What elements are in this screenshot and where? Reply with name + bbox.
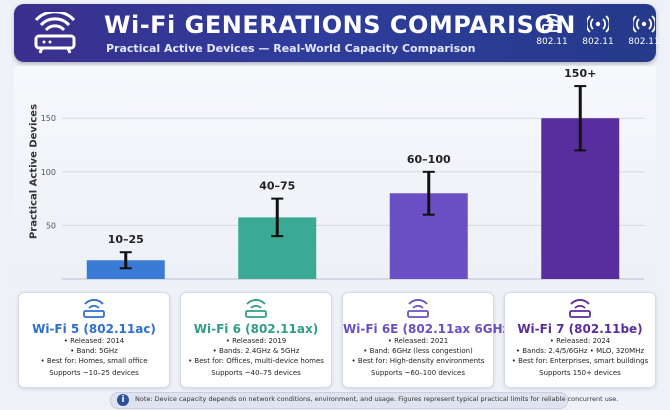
bar (86, 260, 165, 279)
data-label: 40–75 (259, 180, 295, 193)
standard-label-1: 802.11 (536, 37, 568, 47)
data-label: 60–100 (407, 153, 451, 166)
card-best-for: • Best for: High-density environments (351, 357, 485, 365)
y-tick-label: 150 (41, 114, 56, 123)
y-axis-label: Practical Active Devices (28, 103, 40, 240)
header-banner: Wi-Fi GENERATIONS COMPARISON Practical A… (14, 4, 660, 62)
router-icon (83, 299, 105, 318)
card-best-for: • Best for: Homes, small office (40, 357, 148, 365)
card-released: • Released: 2024 (549, 337, 611, 345)
router-icon (542, 14, 562, 32)
card-wifi-5: Wi-Fi 5 (802.11ac) • Released: 2014 • Ba… (18, 292, 170, 388)
card-support: Supports ~40–75 devices (211, 369, 301, 377)
data-label: 150+ (564, 67, 596, 80)
card-title: Wi-Fi 6E (802.11ax 6GHz) (343, 322, 516, 336)
standard-label-3: 802.11 (628, 37, 660, 47)
card-released: • Released: 2021 (387, 337, 449, 345)
footnote-text: Note: Device capacity depends on network… (135, 395, 619, 403)
router-logo-icon (34, 12, 76, 54)
page-subtitle: Practical Active Devices — Real-World Ca… (106, 42, 476, 55)
router-icon (245, 299, 267, 318)
card-title: Wi-Fi 6 (802.11ax) (193, 322, 319, 336)
card-wifi-6: Wi-Fi 6 (802.11ax) • Released: 2019 • Ba… (180, 292, 332, 388)
card-band: • Band: 5GHz (70, 347, 118, 355)
card-title: Wi-Fi 5 (802.11ac) (32, 322, 156, 336)
card-support: Supports ~60–100 devices (370, 369, 466, 377)
page-title: Wi-Fi GENERATIONS COMPARISON (104, 11, 576, 39)
router-icon (407, 299, 429, 318)
card-support: Supports 150+ devices (539, 369, 621, 377)
standard-router: 802.11 (534, 14, 570, 47)
card-support: Supports ~10–25 devices (49, 369, 139, 377)
card-wifi-7: Wi-Fi 7 (802.11be) • Released: 2024 • Ba… (504, 292, 656, 388)
standard-label-2: 802.11 (582, 37, 614, 47)
card-wifi-6e: Wi-Fi 6E (802.11ax 6GHz) • Released: 202… (342, 292, 516, 388)
generation-cards: Wi-Fi 5 (802.11ac) • Released: 2014 • Ba… (18, 292, 656, 388)
standard-wifi-b: 802.11 (626, 14, 662, 47)
standard-wifi-a: 802.11 (580, 14, 616, 47)
card-band: • Band: 6GHz (less congestion) (363, 347, 473, 355)
standard-icons: 802.11 802.11 802.11 (534, 14, 664, 56)
card-band: • Bands: 2.4/5/6GHz • MLO, 320MHz (515, 347, 645, 355)
wireless-signal-icon (633, 15, 655, 33)
wireless-signal-icon (587, 15, 609, 33)
chart-area: 50 100 150 10–25 40–75 60–100 150+ Practical A… (14, 66, 656, 288)
card-best-for: • Best for: Enterprises, smart buildings (511, 357, 649, 365)
card-released: • Released: 2014 (63, 337, 125, 345)
y-tick-label: 100 (41, 168, 56, 177)
y-tick-label: 50 (46, 221, 56, 230)
data-label: 10–25 (108, 233, 144, 246)
router-icon (569, 299, 591, 318)
card-band: • Bands: 2.4GHz & 5GHz (212, 347, 300, 355)
footnote: i Note: Device capacity depends on netwo… (110, 392, 618, 409)
bar-chart: 50 100 150 10–25 40–75 60–100 150+ (41, 67, 644, 280)
card-released: • Released: 2019 (225, 337, 287, 345)
card-title: Wi-Fi 7 (802.11be) (517, 322, 643, 336)
card-best-for: • Best for: Offices, multi-device homes (188, 357, 324, 365)
info-icon: i (117, 394, 129, 406)
